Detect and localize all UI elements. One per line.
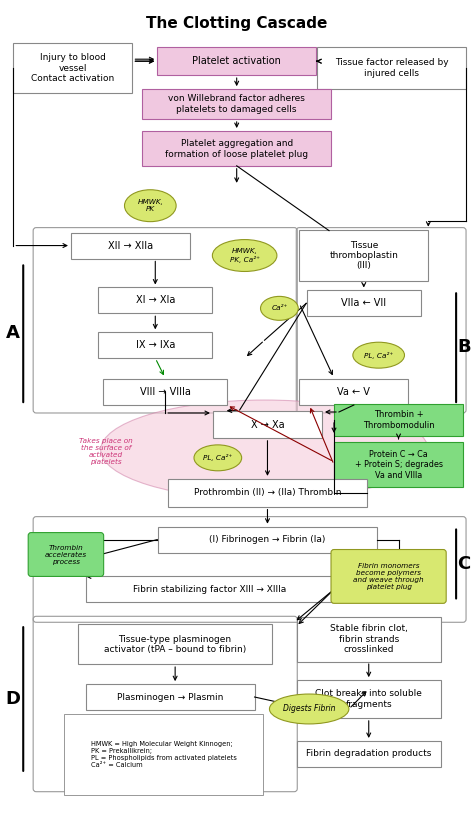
Text: PL, Ca²⁺: PL, Ca²⁺ <box>364 351 393 359</box>
FancyBboxPatch shape <box>103 379 227 405</box>
FancyBboxPatch shape <box>71 233 190 259</box>
Text: HMWK,
PK: HMWK, PK <box>137 199 163 212</box>
FancyBboxPatch shape <box>297 741 441 767</box>
Text: Clot breaks into soluble
fragments: Clot breaks into soluble fragments <box>315 690 422 708</box>
FancyBboxPatch shape <box>78 624 272 664</box>
Text: Tissue
thromboplastin
(III): Tissue thromboplastin (III) <box>329 241 398 270</box>
Text: Prothrombin (II) → (IIa) Thrombin: Prothrombin (II) → (IIa) Thrombin <box>194 488 341 497</box>
Text: XII → XIIa: XII → XIIa <box>108 241 153 251</box>
Text: Tissue-type plasminogen
activator (tPA – bound to fibrin): Tissue-type plasminogen activator (tPA –… <box>104 635 246 654</box>
FancyBboxPatch shape <box>142 89 331 119</box>
Text: Injury to blood
vessel
Contact activation: Injury to blood vessel Contact activatio… <box>31 53 115 83</box>
Text: Plasminogen → Plasmin: Plasminogen → Plasmin <box>117 693 223 702</box>
FancyBboxPatch shape <box>299 379 409 405</box>
Text: von Willebrand factor adheres
platelets to damaged cells: von Willebrand factor adheres platelets … <box>168 94 305 114</box>
Text: Digests Fibrin: Digests Fibrin <box>283 704 336 713</box>
FancyBboxPatch shape <box>213 411 322 438</box>
Text: D: D <box>6 690 21 708</box>
Ellipse shape <box>125 190 176 222</box>
Text: Ca²⁺: Ca²⁺ <box>271 305 288 311</box>
FancyBboxPatch shape <box>334 442 463 487</box>
Text: Fibrin degradation products: Fibrin degradation products <box>306 749 431 758</box>
FancyBboxPatch shape <box>299 229 428 282</box>
FancyBboxPatch shape <box>157 48 316 75</box>
Text: VIIa ← VII: VIIa ← VII <box>341 298 386 309</box>
Text: Tissue factor released by
injured cells: Tissue factor released by injured cells <box>335 58 448 78</box>
FancyBboxPatch shape <box>334 404 463 436</box>
Text: (I) Fibrinogen → Fibrin (Ia): (I) Fibrinogen → Fibrin (Ia) <box>210 535 326 544</box>
Ellipse shape <box>353 342 404 369</box>
Text: HMWK = High Molecular Weight Kinnogen;
PK = Prekallikrein;
PL = Phospholipids fr: HMWK = High Molecular Weight Kinnogen; P… <box>91 741 237 768</box>
Text: A: A <box>6 324 20 342</box>
Text: XI → XIa: XI → XIa <box>136 296 175 305</box>
Text: The Clotting Cascade: The Clotting Cascade <box>146 16 328 31</box>
Text: Protein C → Ca
+ Protein S; degrades
Va and VIIIa: Protein C → Ca + Protein S; degrades Va … <box>355 450 443 480</box>
FancyBboxPatch shape <box>13 43 132 93</box>
Text: Thrombin +
Thrombomodulin: Thrombin + Thrombomodulin <box>363 410 434 430</box>
Ellipse shape <box>100 400 428 500</box>
Ellipse shape <box>212 240 277 271</box>
FancyBboxPatch shape <box>86 684 255 710</box>
Text: IX → IXa: IX → IXa <box>136 340 175 351</box>
Ellipse shape <box>269 694 349 724</box>
Text: Takes place on
the surface of
activated
platelets: Takes place on the surface of activated … <box>79 438 133 465</box>
FancyBboxPatch shape <box>158 527 377 553</box>
Text: Stable fibrin clot,
fibrin strands
crosslinked: Stable fibrin clot, fibrin strands cross… <box>330 624 408 654</box>
FancyBboxPatch shape <box>86 577 334 602</box>
Text: Platelet aggregation and
formation of loose platelet plug: Platelet aggregation and formation of lo… <box>165 139 308 159</box>
Text: Platelet activation: Platelet activation <box>192 57 281 66</box>
FancyBboxPatch shape <box>142 131 331 166</box>
FancyBboxPatch shape <box>28 532 104 577</box>
Text: PL, Ca²⁺: PL, Ca²⁺ <box>203 455 232 461</box>
Ellipse shape <box>194 445 242 471</box>
Text: C: C <box>457 555 471 573</box>
Text: Thrombin
accelerates
process: Thrombin accelerates process <box>45 545 87 564</box>
FancyBboxPatch shape <box>98 287 212 314</box>
Ellipse shape <box>261 296 298 320</box>
FancyBboxPatch shape <box>307 291 421 316</box>
Text: HMWK,
PK, Ca²⁺: HMWK, PK, Ca²⁺ <box>229 248 260 263</box>
FancyBboxPatch shape <box>168 479 367 507</box>
Text: B: B <box>457 338 471 356</box>
Text: Fibrin stabilizing factor XIII → XIIIa: Fibrin stabilizing factor XIII → XIIIa <box>133 585 286 594</box>
FancyBboxPatch shape <box>331 550 446 604</box>
FancyBboxPatch shape <box>297 680 441 718</box>
FancyBboxPatch shape <box>98 333 212 358</box>
Text: Fibrin monomers
become polymers
and weave through
platelet plug: Fibrin monomers become polymers and weav… <box>353 563 424 590</box>
Text: VIII → VIIIa: VIII → VIIIa <box>140 387 191 397</box>
Text: X → Xa: X → Xa <box>251 420 284 430</box>
FancyBboxPatch shape <box>317 48 466 89</box>
Text: Va ← V: Va ← V <box>337 387 370 397</box>
FancyBboxPatch shape <box>297 617 441 662</box>
